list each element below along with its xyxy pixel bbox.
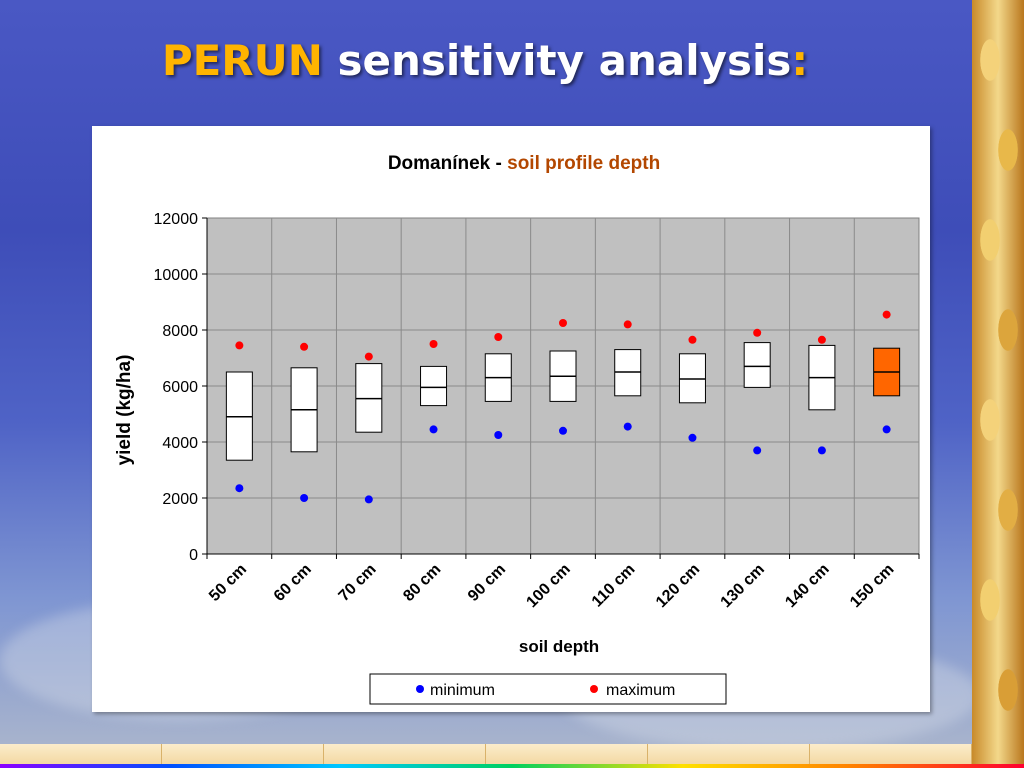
x-tick-label: 60 cm [271,561,315,605]
slide-title-colon: : [791,36,809,85]
chart-title-variable: soil profile depth [507,153,660,174]
minimum-point [753,446,762,455]
minimum-point [882,425,891,434]
x-axis-label: soil depth [519,637,599,656]
maximum-point [235,341,244,350]
legend: minimum maximum [369,673,727,705]
legend-minimum-marker [416,685,424,693]
y-tick-label: 8000 [162,323,198,340]
x-tick-label: 120 cm [653,561,703,611]
legend-maximum-label: maximum [606,682,675,699]
maximum-point [817,335,826,344]
y-tick-label: 0 [189,547,198,564]
chart-title-location: Domanínek - [388,153,507,174]
y-tick-label: 12000 [154,211,199,228]
y-tick-label: 4000 [162,435,198,452]
x-tick-label: 130 cm [718,561,768,611]
x-tick-label: 50 cm [206,561,250,605]
minimum-point [817,446,826,455]
x-tick-label: 140 cm [782,561,832,611]
minimum-point [494,431,503,439]
y-axis-label: yield (kg/ha) [114,355,135,466]
chart-panel: Domanínek - soil profile depth 0 2000 4000… [92,126,930,712]
rainbow-stripe [0,764,1024,768]
minimum-point [623,422,632,431]
minimum-point [429,425,438,434]
maximum-point [429,340,438,348]
maximum-point [688,335,697,344]
y-tick-label: 10000 [154,267,199,284]
wheat-image [972,0,1024,768]
legend-minimum-label: minimum [430,682,495,699]
box-80-cm [420,365,448,407]
x-tick-label: 150 cm [847,561,897,611]
minimum-point [364,495,373,504]
x-tick-label: 100 cm [523,561,573,611]
maximum-point [364,352,373,361]
legend-maximum-marker [590,685,598,693]
x-tick-label: 80 cm [400,561,444,605]
maximum-point [753,328,762,337]
box-plot-chart: Domanínek - soil profile depth 0 2000 4000… [114,153,920,705]
slide-title-text: sensitivity analysis [322,36,792,85]
minimum-point [559,426,567,435]
slide-title-accent: PERUN [161,36,323,85]
maximum-point [300,342,309,351]
legend-box [369,673,727,705]
maximum-point [882,310,891,319]
maximum-point [623,320,632,329]
maximum-point [559,319,567,327]
maximum-point [494,333,503,341]
slide-title: PERUN sensitivity analysis: [0,36,970,85]
x-tick-label: 90 cm [465,561,509,605]
plot-area: 0 2000 4000 6000 8000 10000 12000 50 cm 60 cm 70 … [154,211,920,611]
y-tick-label: 2000 [162,491,198,508]
box-130-cm [743,342,771,388]
chart-title: Domanínek - soil profile depth [388,153,660,174]
minimum-point [688,433,697,442]
minimum-point [235,484,244,493]
minimum-point [300,494,309,502]
x-tick-label: 110 cm [589,561,639,611]
x-tick-label: 70 cm [336,561,380,605]
y-tick-label: 6000 [162,379,198,396]
